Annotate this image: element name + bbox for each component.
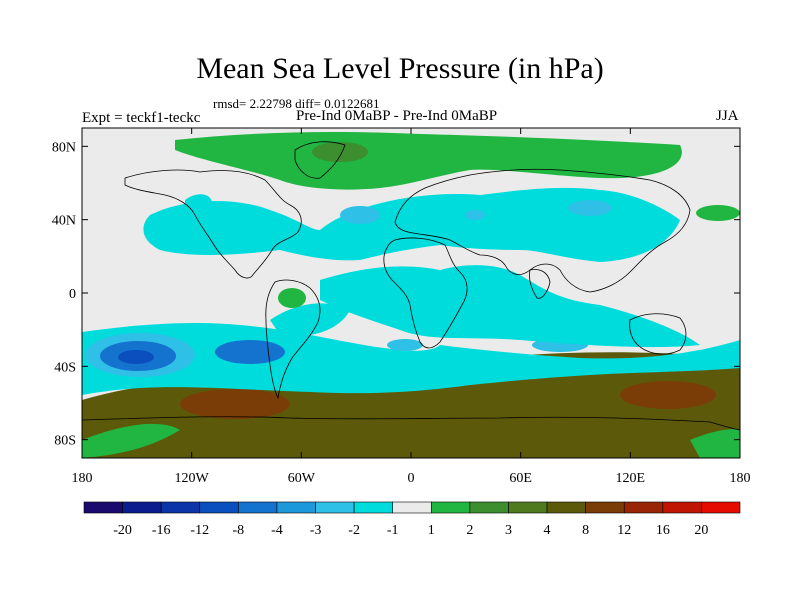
colorbar-swatch (315, 501, 355, 514)
lon-tick-label: 180 (72, 471, 93, 486)
colorbar-label: -4 (271, 523, 283, 538)
colorbar-label: 20 (694, 523, 708, 538)
colorbar-label: -1 (387, 523, 399, 538)
coastline-antarctica (82, 416, 740, 431)
colorbar-label: 1 (428, 523, 435, 538)
colorbar-swatch (276, 501, 316, 514)
anomaly-centre-darkgreen-arctic (312, 142, 368, 162)
anomaly-centre-lightblue-asia (465, 210, 485, 220)
anomaly-centre-lightblue-indian (387, 339, 423, 351)
anomaly-region-cyan-alaska (185, 194, 212, 210)
colorbar-swatch (546, 501, 586, 514)
anomaly-region-green-southeast (690, 429, 740, 458)
colorbar-swatch (701, 501, 741, 514)
anomaly-region-green-south (82, 423, 180, 458)
coastline-south-america (265, 279, 321, 400)
colorbar-swatch (662, 501, 702, 514)
plot-title: Mean Sea Level Pressure (in hPa) (196, 52, 604, 85)
colorbar: -20 -16 -12 -8 -4 -3 -2 -1 1 2 3 4 8 12 16 20 (83, 501, 741, 538)
stats-text: rmsd= 2.22798 diff= 0.0122681 (213, 96, 380, 111)
lon-tick-label: 60E (509, 471, 532, 486)
colorbar-label: 16 (656, 523, 670, 538)
colorbar-label: -20 (113, 523, 132, 538)
colorbar-swatch (392, 501, 432, 514)
anomaly-region-green-pacific (696, 205, 740, 221)
lat-tick-label: 0 (69, 287, 76, 302)
anomaly-region-cyan-north (143, 187, 680, 262)
colorbar-swatch (623, 501, 664, 514)
season-label: JJA (716, 108, 739, 124)
colorbar-label: 4 (544, 523, 551, 538)
coastline-greenland (294, 141, 346, 179)
lat-tick-label: 80N (52, 140, 76, 155)
experiment-label: Expt = teckf1-teckc (82, 110, 201, 126)
colorbar-label: -2 (348, 523, 360, 538)
lon-tick-label: 0 (408, 471, 415, 486)
lon-tick-label: 120W (175, 471, 210, 486)
anomaly-region-cyan-atlantic-eq (270, 303, 350, 337)
colorbar-swatch (122, 501, 162, 514)
colorbar-swatch (430, 501, 471, 514)
lat-tick-label: 40N (52, 214, 76, 229)
comparison-subtitle: Pre-Ind 0MaBP - Pre-Ind 0MaBP (296, 108, 498, 124)
coastline-india (529, 269, 551, 299)
coastline-eurasia (394, 168, 691, 293)
anomaly-centre-redbrown-indian (620, 381, 716, 409)
colorbar-swatch (238, 501, 278, 514)
colorbar-swatch (469, 501, 509, 514)
colorbar-label: 2 (466, 523, 473, 538)
axis-ticks: 80N 40N 0 40S 80S 180 120W 60W 0 60E 120E 180 (52, 128, 751, 486)
colorbar-swatch (199, 501, 239, 514)
lon-tick-label: 120E (616, 471, 646, 486)
coastline-australia (629, 313, 687, 355)
anomaly-centre-blue-chile (215, 340, 285, 364)
coastline-north-america (124, 169, 302, 279)
anomaly-region-green-brazil (278, 288, 306, 308)
lat-tick-label: 80S (54, 434, 76, 449)
colorbar-label: 12 (617, 523, 631, 538)
coastline-africa (383, 237, 468, 349)
colorbar-swatch (353, 501, 394, 514)
colorbar-label: -8 (233, 523, 245, 538)
anomaly-centre-darkblue-south (118, 350, 154, 364)
lon-tick-label: 180 (730, 471, 751, 486)
colorbar-label: -3 (310, 523, 322, 538)
anomaly-centre-redbrown-pacific (180, 389, 290, 419)
anomaly-centre-lightblue-natlantic (340, 206, 380, 224)
colorbar-label: 8 (582, 523, 589, 538)
anomaly-centre-lightblue-siberia (568, 200, 612, 216)
colorbar-label: -12 (190, 523, 209, 538)
colorbar-swatch (160, 501, 201, 514)
lat-tick-label: 40S (54, 360, 76, 375)
colorbar-swatch (508, 501, 548, 514)
colorbar-label: 3 (505, 523, 512, 538)
colorbar-swatch (585, 501, 625, 514)
colorbar-label: -16 (152, 523, 171, 538)
coastlines (82, 141, 740, 431)
map-area (82, 128, 740, 458)
lon-tick-label: 60W (288, 471, 316, 486)
colorbar-swatch (83, 501, 123, 514)
